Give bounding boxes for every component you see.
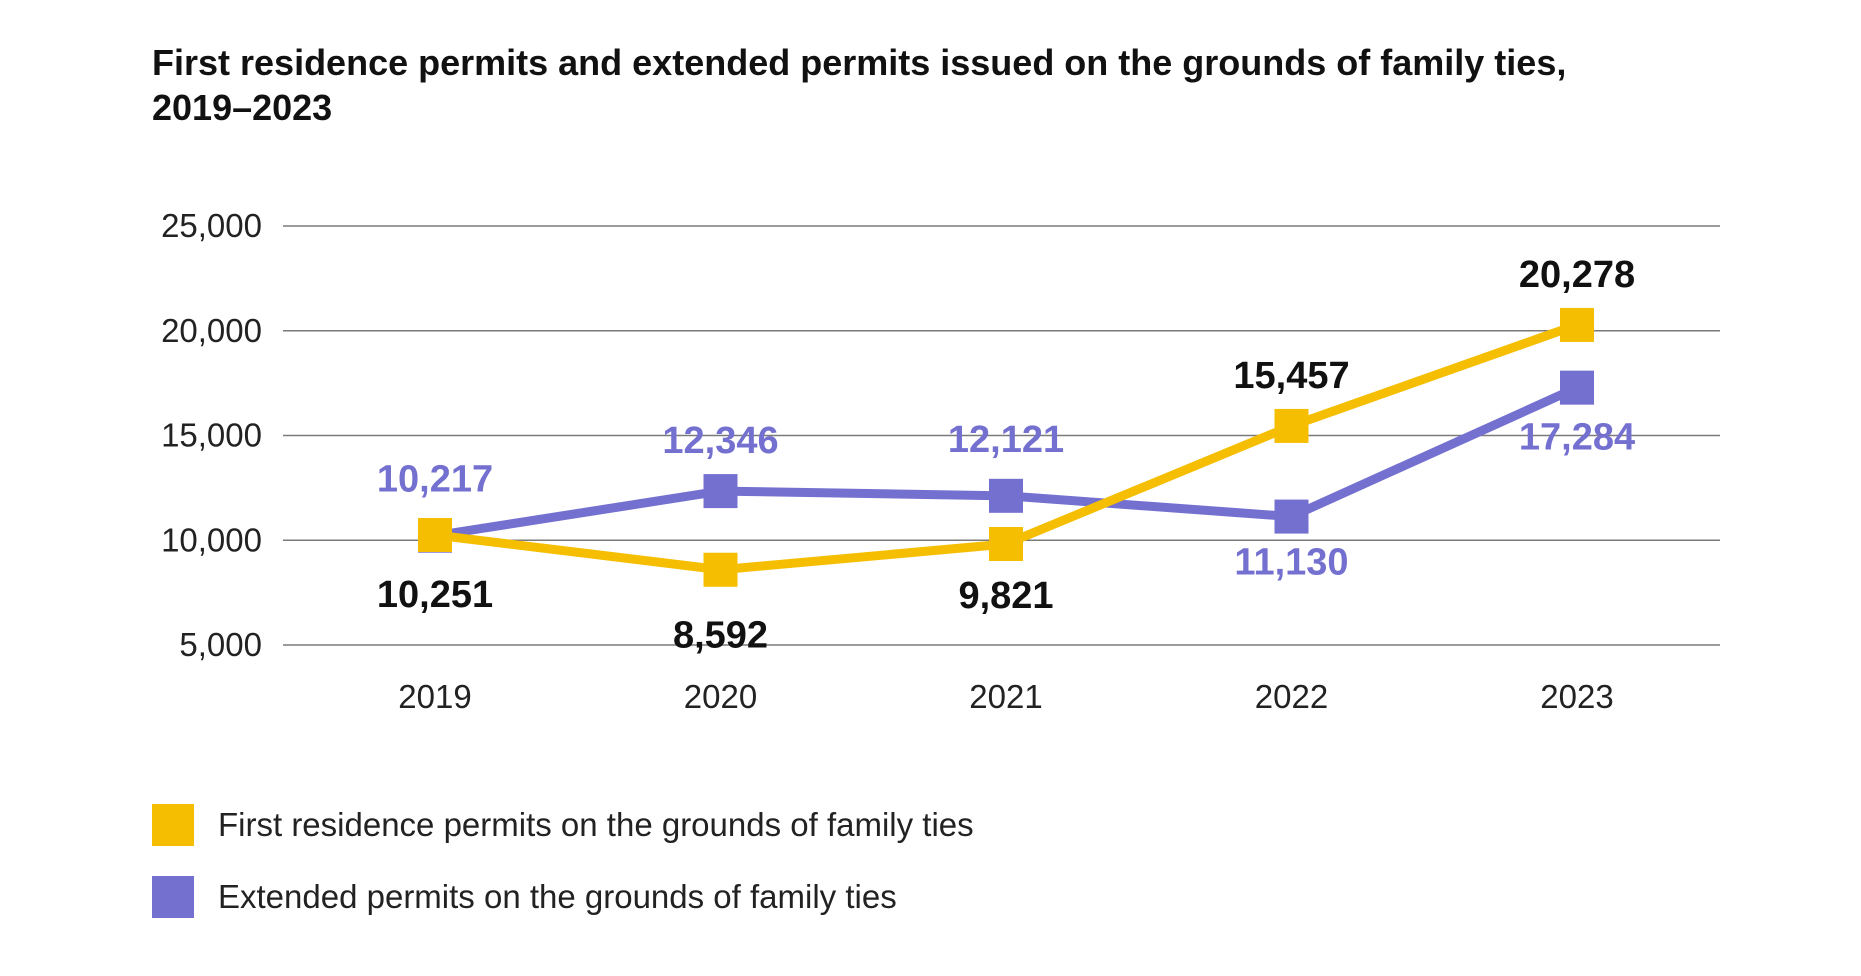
y-tick-label: 15,000 — [161, 417, 262, 454]
legend: First residence permits on the grounds o… — [152, 800, 974, 944]
data-label: 12,121 — [948, 419, 1064, 461]
x-tick-label: 2021 — [969, 678, 1042, 715]
legend-label-extended: Extended permits on the grounds of famil… — [218, 878, 897, 915]
y-tick-label: 25,000 — [161, 207, 262, 244]
x-axis-tick-labels: 2019 2020 2021 2022 2023 — [398, 678, 1613, 715]
legend-item-extended: Extended permits on the grounds of famil… — [152, 872, 974, 922]
y-tick-label: 20,000 — [161, 312, 262, 349]
data-label: 10,251 — [377, 574, 493, 616]
chart-title: First residence permits and extended per… — [152, 42, 1567, 128]
series-line-extended — [434, 383, 1579, 541]
data-label: 15,457 — [1233, 355, 1349, 397]
data-label: 17,284 — [1519, 417, 1635, 459]
series-layer — [418, 307, 1594, 587]
x-tick-label: 2020 — [684, 678, 757, 715]
data-point-marker — [418, 517, 452, 552]
data-label: 12,346 — [662, 420, 778, 462]
data-point-marker — [703, 552, 738, 587]
x-tick-label: 2019 — [398, 678, 471, 715]
data-labels: 10,251 8,592 9,821 15,457 20,278 10,217 12,346… — [377, 254, 1635, 657]
data-point-marker — [989, 478, 1023, 513]
x-tick-label: 2023 — [1540, 678, 1613, 715]
legend-swatch-yellow — [152, 804, 194, 846]
data-point-marker — [1274, 408, 1309, 443]
legend-swatch-purple — [152, 876, 194, 918]
data-label: 11,130 — [1234, 542, 1348, 584]
y-axis-tick-labels: 25,000 20,000 15,000 10,000 5,000 — [161, 207, 262, 663]
data-label: 10,217 — [377, 459, 493, 501]
data-label: 9,821 — [958, 575, 1053, 617]
data-label: 20,278 — [1519, 254, 1635, 296]
x-tick-label: 2022 — [1255, 678, 1328, 715]
y-tick-label: 5,000 — [179, 626, 262, 663]
data-point-marker — [1274, 499, 1309, 534]
data-point-marker — [989, 527, 1023, 562]
data-point-marker — [1560, 370, 1594, 405]
legend-label-first-residence: First residence permits on the grounds o… — [218, 806, 974, 843]
legend-item-first-residence: First residence permits on the grounds o… — [152, 800, 974, 850]
data-label: 8,592 — [673, 615, 768, 657]
y-tick-label: 10,000 — [161, 521, 262, 558]
data-point-marker — [1560, 307, 1594, 342]
data-point-marker — [703, 474, 738, 509]
